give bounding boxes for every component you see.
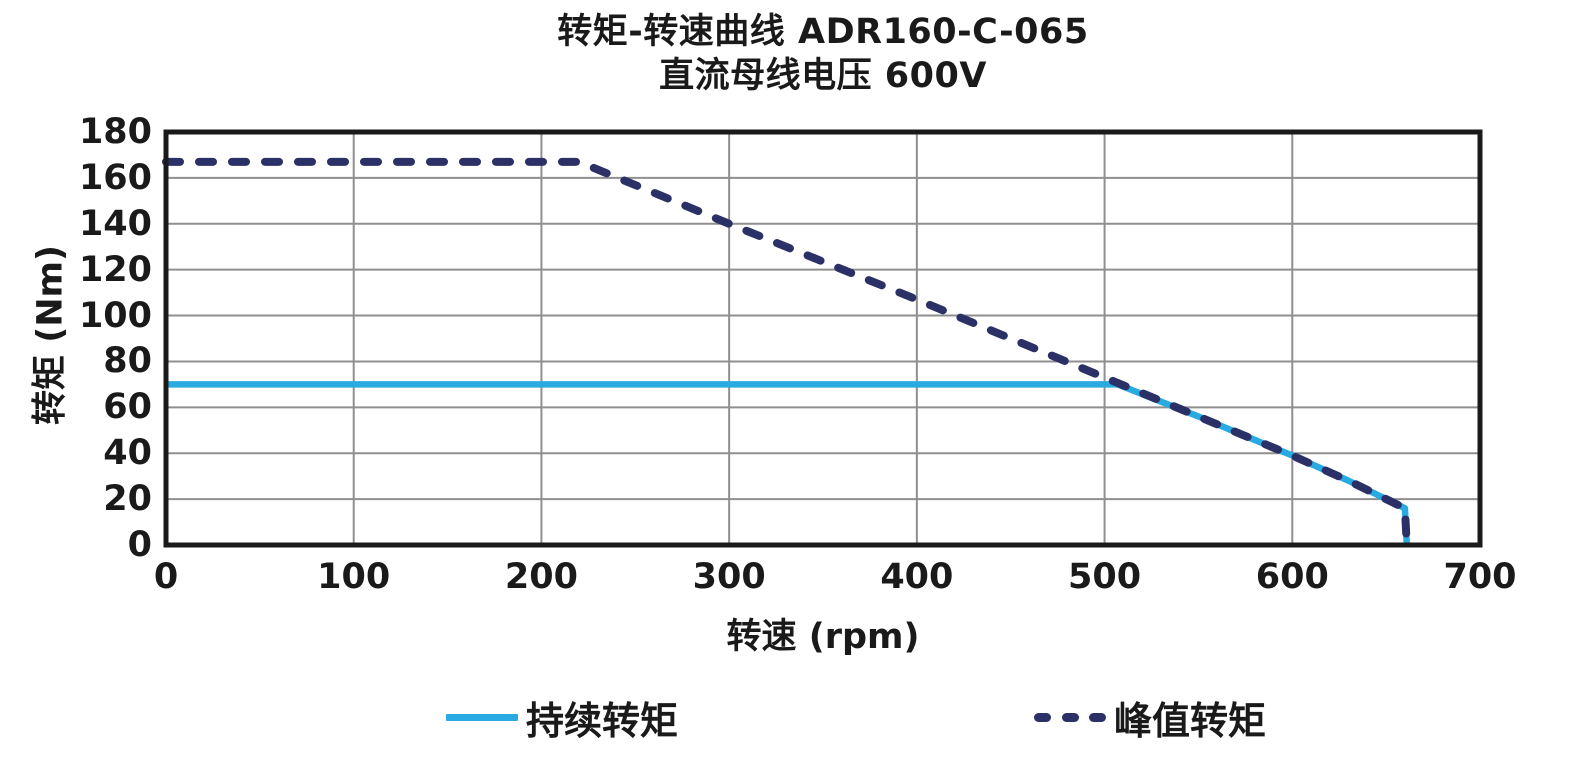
chart-title: 转矩-转速曲线 ADR160-C-065 — [557, 12, 1089, 52]
y-tick-label: 80 — [103, 341, 152, 382]
y-tick-label: 180 — [78, 112, 152, 152]
continuous-torque-line-swatch-icon — [446, 713, 518, 721]
x-tick-label: 0 — [153, 557, 179, 597]
x-axis-label: 转速 (rpm) — [726, 617, 920, 657]
y-tick-label: 60 — [103, 387, 152, 428]
y-tick-label: 140 — [78, 203, 152, 244]
gridlines — [165, 131, 1481, 546]
legend-item-peak-torque: 峰值转矩 — [1034, 692, 1267, 743]
peak-torque-dashed-line-swatch-icon — [1034, 712, 1106, 722]
series-lines — [162, 157, 1411, 549]
plot-border — [163, 129, 1483, 548]
x-tick-label: 300 — [692, 557, 766, 597]
y-tick-label: 40 — [103, 433, 152, 474]
continuous-torque-line — [166, 381, 1411, 546]
x-tick-label: 400 — [880, 557, 954, 597]
legend-label-continuous-torque: 持续转矩 — [526, 698, 679, 743]
x-tick-label: 600 — [1255, 557, 1329, 597]
legend-label-peak-torque: 峰值转矩 — [1114, 698, 1267, 743]
legend: 持续转矩 峰值转矩 — [0, 692, 1595, 743]
y-tick-label: 160 — [78, 157, 152, 198]
y-tick-label: 100 — [78, 295, 152, 336]
x-tick-label: 500 — [1068, 557, 1142, 597]
x-tick-label: 100 — [317, 557, 391, 597]
y-tick-label: 20 — [103, 479, 152, 520]
peak-torque-line — [162, 157, 1411, 549]
x-tick-label: 700 — [1443, 557, 1517, 597]
y-tick-label: 0 — [127, 525, 152, 565]
legend-item-continuous-torque: 持续转矩 — [446, 692, 679, 743]
chart-subtitle: 直流母线电压 600V — [659, 56, 987, 96]
x-tick-label: 200 — [504, 557, 578, 597]
y-tick-label: 120 — [78, 249, 152, 290]
